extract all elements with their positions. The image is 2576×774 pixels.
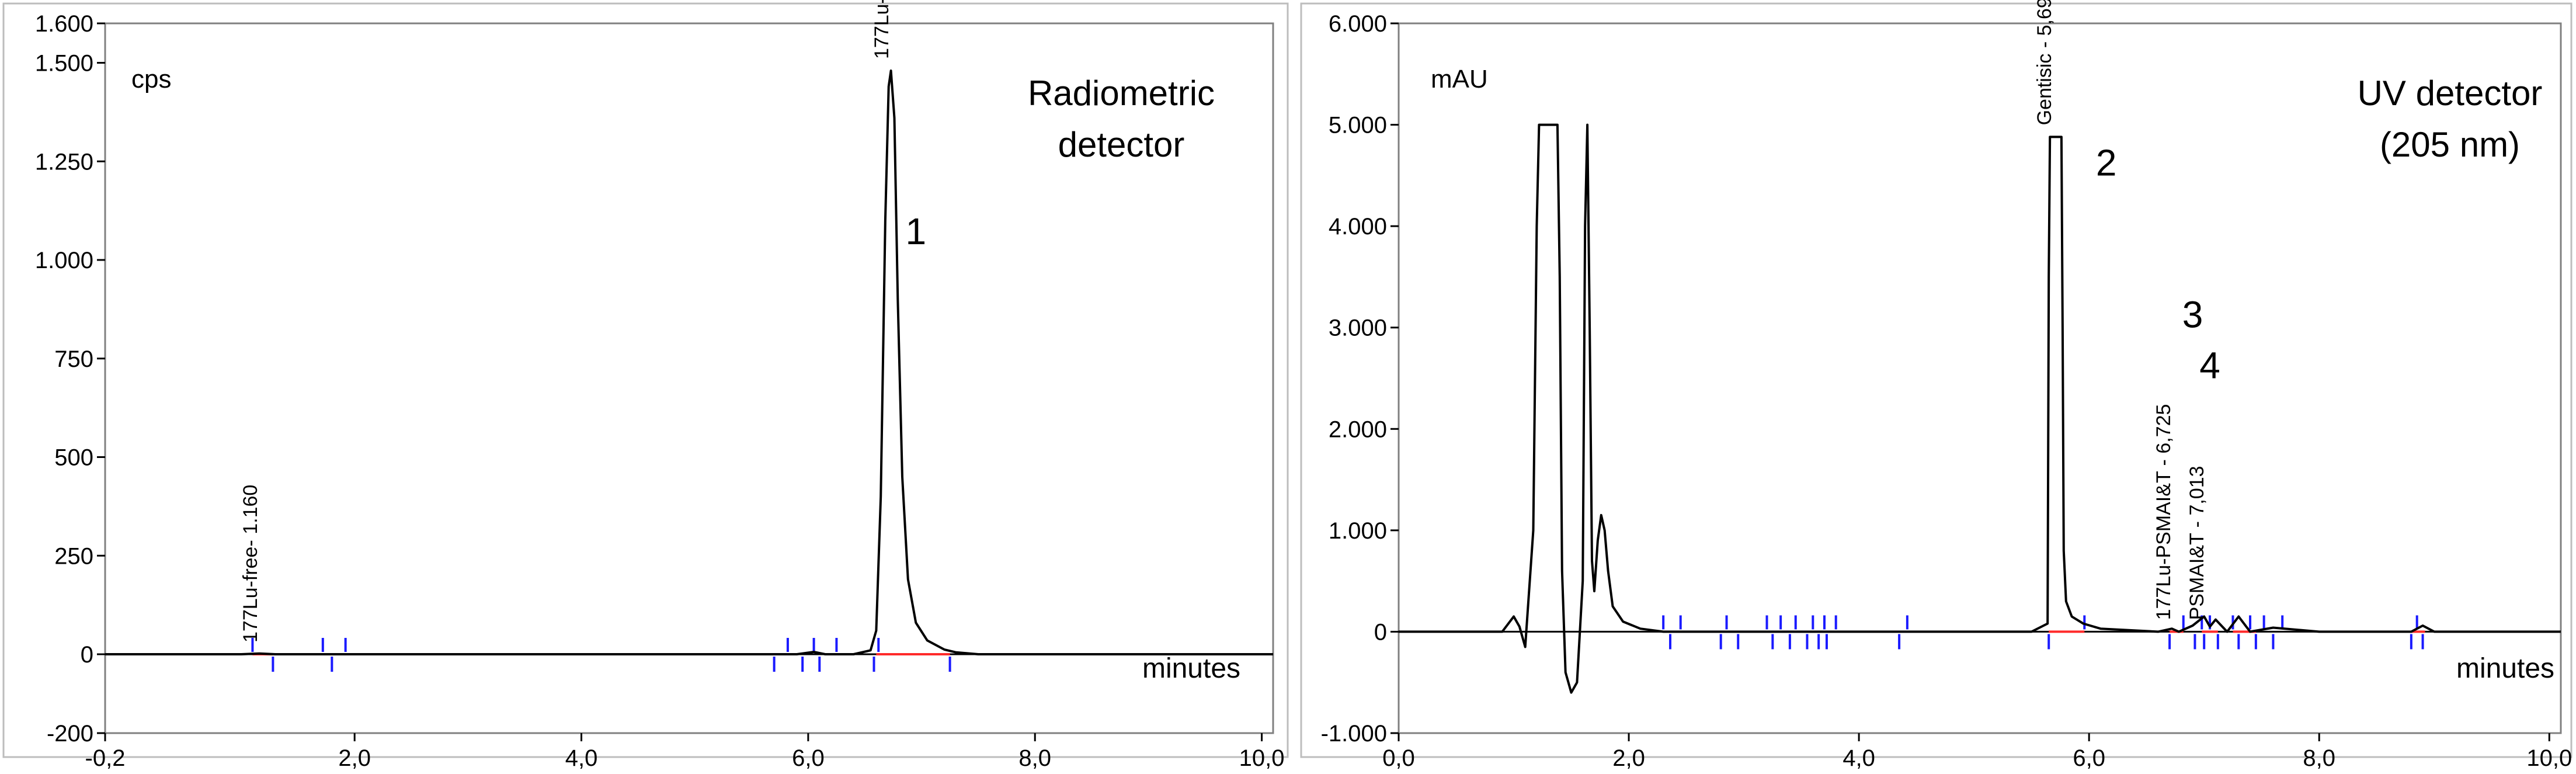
chart-1-y-axis-label: cps <box>131 65 171 93</box>
chart-1-title-line: Radiometric <box>1028 74 1215 113</box>
chart-2-y-axis-label: mAU <box>1431 65 1488 93</box>
chart-1-peak-label: 177Lu-free- 1.160 <box>239 485 262 643</box>
chart-1-y-tick-label: 0 <box>81 642 93 668</box>
chart-2-series-trace <box>1399 123 2561 694</box>
chart-1-x-tick-label: 10,0 <box>1239 745 1285 771</box>
chart-1-title-line: detector <box>1058 125 1185 164</box>
chart-2-peak-label: PSMAI&T - 7,013 <box>2186 466 2208 620</box>
chart-1-x-axis-label: minutes <box>1142 653 1240 684</box>
chart-1-y-tick-label: 250 <box>54 543 93 569</box>
chart-2-peak-label: Gentisic - 5,690 <box>2033 0 2056 125</box>
chart-1-y-tick-label: 1.500 <box>35 51 93 77</box>
chart-2-x-tick-label: 10,0 <box>2526 745 2572 771</box>
chart-2-x-tick-label: 4,0 <box>1843 745 1875 771</box>
chart-2-peak-number: 4 <box>2199 345 2220 387</box>
chart-1-peak-label: 177Lu-PSMAI&T - 6,727 <box>871 0 893 59</box>
chart-1-x-tick-label: 2,0 <box>338 745 371 771</box>
chart-1-x-tick-label: -0,2 <box>85 745 126 771</box>
chart-2-y-tick-label: 4.000 <box>1329 214 1387 240</box>
chart-2-y-tick-label: 6.000 <box>1329 11 1387 37</box>
chart-2-y-tick-label: 2.000 <box>1329 416 1387 442</box>
chart-2-title-line: UV detector <box>2358 74 2543 113</box>
chart-1-y-tick-label: 500 <box>54 445 93 471</box>
chart-2-x-tick-label: 0,0 <box>1382 745 1415 771</box>
chart-1-series-trace <box>105 70 1273 655</box>
chart-2-y-tick-label: 5.000 <box>1329 113 1387 138</box>
chart-1-x-tick-label: 4,0 <box>565 745 598 771</box>
chart-2-panel-border <box>1300 2 2572 758</box>
chart-2-plot-frame <box>1397 22 2562 734</box>
chart-2-x-tick-label: 8,0 <box>2303 745 2335 771</box>
chart-1-peak-number: 1 <box>906 210 927 252</box>
chart-1-plot-frame <box>104 22 1274 734</box>
chart-2-y-tick-label: 0 <box>1374 619 1387 645</box>
chart-2-peak-label: 177Lu-PSMAI&T - 6,725 <box>2153 404 2175 620</box>
chart-2-x-tick-label: 2,0 <box>1612 745 1645 771</box>
chart-1-y-tick-label: 1.600 <box>35 11 93 37</box>
chart-2-x-axis-label: minutes <box>2456 653 2554 684</box>
chart-1-y-tick-label: 1.250 <box>35 149 93 175</box>
chart-1-x-tick-label: 6,0 <box>792 745 825 771</box>
chart-1-x-tick-label: 8,0 <box>1018 745 1051 771</box>
chart-2-y-tick-label: -1.000 <box>1321 721 1387 747</box>
chart-1-y-tick-label: 750 <box>54 346 93 372</box>
chart-2-y-tick-label: 1.000 <box>1329 518 1387 544</box>
chart-2-peak-number: 2 <box>2096 141 2117 183</box>
chart-2-x-tick-label: 6,0 <box>2073 745 2105 771</box>
chart-1-panel-border <box>2 2 1289 758</box>
chart-1-y-tick-label: -200 <box>47 721 93 747</box>
chart-2-title-line: (205 nm) <box>2380 125 2520 164</box>
chart-1-y-tick-label: 1.000 <box>35 248 93 273</box>
chart-2-y-tick-label: 3.000 <box>1329 315 1387 341</box>
chart-2-peak-number: 3 <box>2182 294 2203 336</box>
